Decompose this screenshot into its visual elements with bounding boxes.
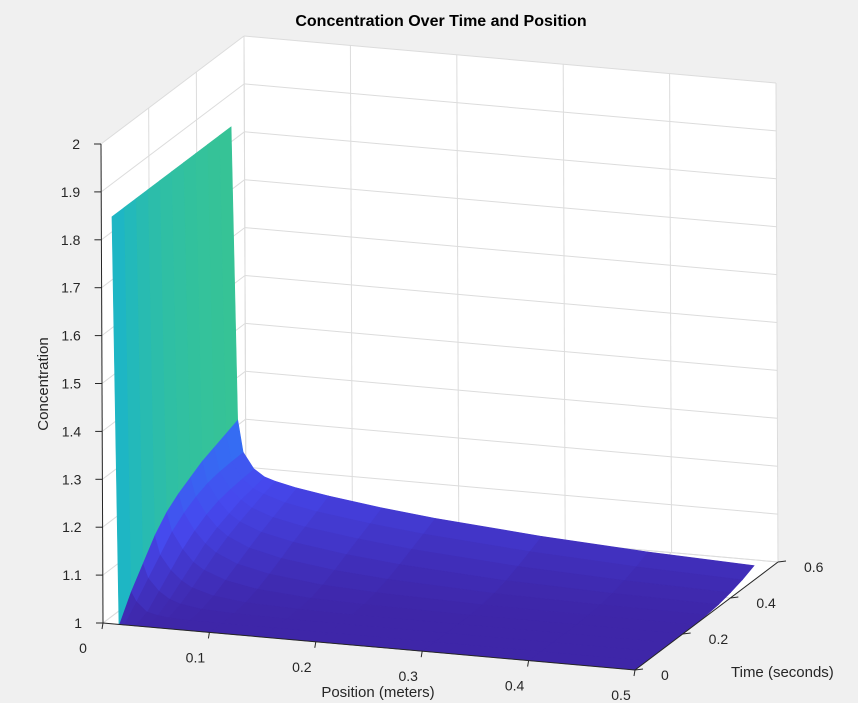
gridline-z-back [245,370,778,419]
x-tick-label: 0.2 [292,659,312,675]
gridline-z-left [100,35,245,145]
y-tick-mark [682,632,691,635]
gridline-x-back [456,54,460,534]
gridline-x-back [669,73,673,553]
gridline-x-back [562,64,566,544]
z-tick-label: 1.1 [62,567,82,583]
chart-title: Concentration Over Time and Position [295,13,586,30]
gridline-z-back [245,418,778,467]
x-axis-label: Position (meters) [321,684,434,701]
x-tick-label: 0.4 [505,678,525,694]
y-axis-label: Time (seconds) [731,664,834,681]
x-tick-label: 0.3 [398,668,418,684]
surface-patch [111,207,132,625]
y-tick-label: 0.2 [709,631,729,647]
z-tick-label: 1.9 [61,184,81,200]
y-tick-mark [730,596,739,599]
z-tick-label: 1.4 [62,423,82,439]
x-tick-mark [527,660,530,667]
z-tick-label: 1 [74,615,82,631]
y-tick-mark [634,668,644,671]
gridline-z-back [244,275,778,323]
y-tick-mark [777,560,787,563]
x-tick-label: 0 [79,640,87,656]
gridline-z-back [244,83,777,132]
gridline-z-back [245,322,778,371]
z-tick-label: 2 [72,136,80,152]
chart-tick-labels: 0 0.1 0.2 0.3 0.4 0.5 0 0.2 0.4 0.6 1 1.1 1.2 1.3 1.4 1… [61,136,824,703]
gridline-z-back [245,466,778,515]
x-tick-mark [207,632,210,639]
x-tick-mark [420,651,423,658]
chart-axes [94,143,787,677]
z-tick-label: 1.3 [62,471,82,487]
z-tick-label: 1.7 [61,280,81,296]
x-axis-line [102,622,636,671]
z-tick-label: 1.8 [61,232,81,248]
gridline-x-back [349,45,353,525]
z-tick-label: 1.6 [61,328,81,344]
x-tick-mark [314,641,317,648]
gridline-z-back [244,227,777,276]
chart-surface [111,126,755,671]
y-axis-line [634,561,779,671]
y-tick-label: 0.6 [804,559,824,575]
z-tick-label: 1.2 [62,519,82,535]
gridline-z-left [100,83,245,193]
z-axis-label: Concentration [35,337,52,430]
y-tick-label: 0.4 [756,595,776,611]
x-tick-label: 0.5 [611,687,631,703]
x-tick-mark [633,669,636,677]
gridline-z-back [244,131,777,180]
gridline-x-back [775,82,779,563]
gridline-t-left [243,35,247,516]
z-tick-label: 1.5 [62,376,82,392]
y-tick-label: 0 [661,667,669,683]
x-tick-label: 0.1 [186,649,206,665]
x-tick-mark [101,622,104,630]
gridline-z-back [243,35,777,84]
gridline-z-back [244,179,777,228]
